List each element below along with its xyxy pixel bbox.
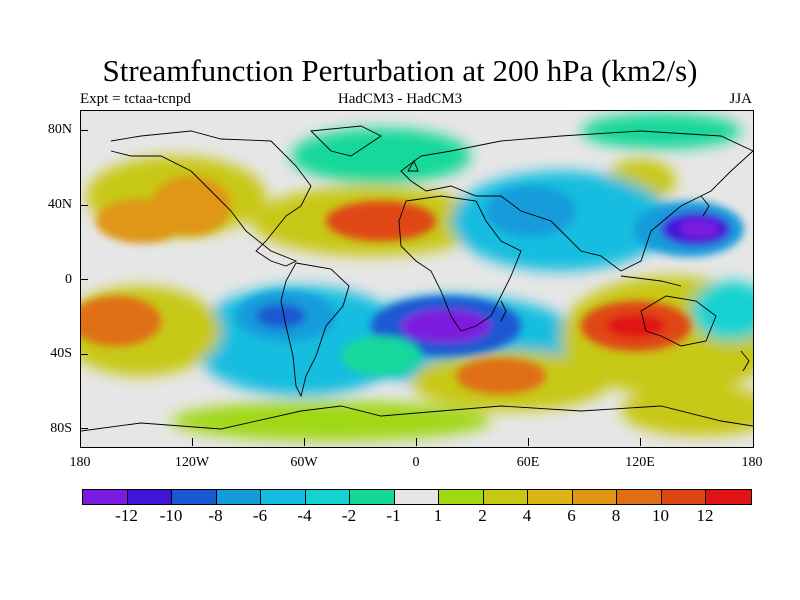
coast-north-america: [110, 130, 312, 267]
colorbar-label: 8: [611, 506, 621, 525]
lon-label-180e: 180: [741, 455, 763, 470]
lat-label-0: 0: [65, 272, 72, 287]
lon-label-120w: 120W: [174, 455, 210, 470]
coast-eurasia: [400, 130, 753, 272]
coast-madagascar: [500, 300, 507, 322]
core-darkblue-america-s: [256, 304, 306, 328]
coast-new-zealand: [740, 350, 750, 372]
colorbar-label: -12: [115, 506, 138, 525]
colorbar-label: 2: [478, 506, 487, 525]
lon-tick: [528, 438, 529, 446]
core-green-atlantic-s: [341, 336, 421, 376]
map-panel: [81, 111, 753, 447]
core-orange-pacific-s: [81, 296, 161, 346]
colorbar-label: -4: [297, 506, 312, 525]
colorbar-swatch: [261, 490, 306, 504]
colorbar-label: 4: [522, 506, 532, 525]
field-green-arctic: [581, 113, 741, 149]
core-red-atlantic: [326, 201, 436, 241]
lat-tick: [80, 279, 88, 280]
lat-tick: [80, 130, 88, 131]
colorbar-label: -10: [159, 506, 183, 525]
lon-label-60w: 60W: [290, 455, 318, 470]
lon-tick: [304, 438, 305, 446]
coast-south-america: [280, 262, 350, 398]
colorbar-swatch: [350, 490, 395, 504]
core-deepred-indian: [606, 314, 666, 338]
colorbar-label: -6: [252, 506, 268, 525]
field-green-north: [291, 128, 471, 184]
coast-australia: [640, 295, 717, 347]
lat-label-40s: 40S: [50, 346, 72, 361]
lon-tick: [192, 438, 193, 446]
colorbar-label: -2: [341, 506, 357, 525]
lon-tick: [640, 438, 641, 446]
core-orange-southern: [456, 358, 546, 394]
colorbar-swatch: [706, 490, 751, 504]
colorbar-label: -1: [386, 506, 401, 525]
colorbar-label: 10: [652, 506, 669, 525]
colorbar-swatch: [528, 490, 573, 504]
colorbar-swatch: [172, 490, 217, 504]
core-violet-africa-s: [401, 309, 491, 343]
core-violet-pacific-w: [679, 220, 719, 238]
colorbar: [82, 489, 752, 505]
colorbar-label: 12: [696, 506, 714, 525]
core-orange-america-n: [151, 176, 231, 236]
colorbar-label: 1: [433, 506, 443, 525]
field-green-south: [171, 401, 491, 441]
lat-tick: [80, 428, 88, 429]
colorbar-swatch: [394, 490, 439, 504]
coast-japan: [700, 195, 710, 217]
lon-label-0: 0: [412, 455, 420, 470]
lat-label-80s: 80S: [50, 421, 72, 436]
coastlines: [81, 125, 753, 432]
lon-label-60e: 60E: [516, 455, 540, 470]
lat-label-40n: 40N: [47, 197, 72, 212]
lat-label-80n: 80N: [47, 122, 72, 137]
core-blue-asia: [486, 186, 576, 236]
colorbar-swatch: [439, 490, 484, 504]
colorbar-swatch: [305, 490, 350, 504]
colorbar-swatch: [127, 490, 172, 504]
coast-antarctica: [81, 405, 753, 432]
colorbar-label: 6: [567, 506, 576, 525]
colorbar-swatch: [572, 490, 617, 504]
model-label: HadCM3 - HadCM3: [337, 91, 463, 107]
lat-tick: [80, 205, 88, 206]
colorbar-swatch: [83, 490, 128, 504]
map-title: Streamfunction Perturbation at 200 hPa (…: [102, 53, 698, 88]
lat-tick: [80, 354, 88, 355]
season-label: JJA: [729, 91, 752, 107]
coast-greenland: [310, 125, 382, 157]
lon-label-180w: 180: [69, 455, 91, 470]
field-yellow-south-pac: [621, 386, 753, 436]
colorbar-label: -8: [208, 506, 223, 525]
field-cyan-pacific-w: [691, 281, 753, 341]
colorbar-swatch: [483, 490, 528, 504]
coast-uk: [407, 159, 419, 172]
coast-africa: [398, 195, 522, 332]
lon-label-120e: 120E: [625, 455, 655, 470]
contour-map: [81, 111, 753, 447]
lon-tick: [416, 438, 417, 446]
experiment-label: Expt = tctaa-tcnpd: [80, 91, 191, 107]
coast-indonesia: [620, 275, 682, 287]
colorbar-swatch: [617, 490, 662, 504]
colorbar-swatch: [216, 490, 261, 504]
colorbar-swatch: [661, 490, 706, 504]
